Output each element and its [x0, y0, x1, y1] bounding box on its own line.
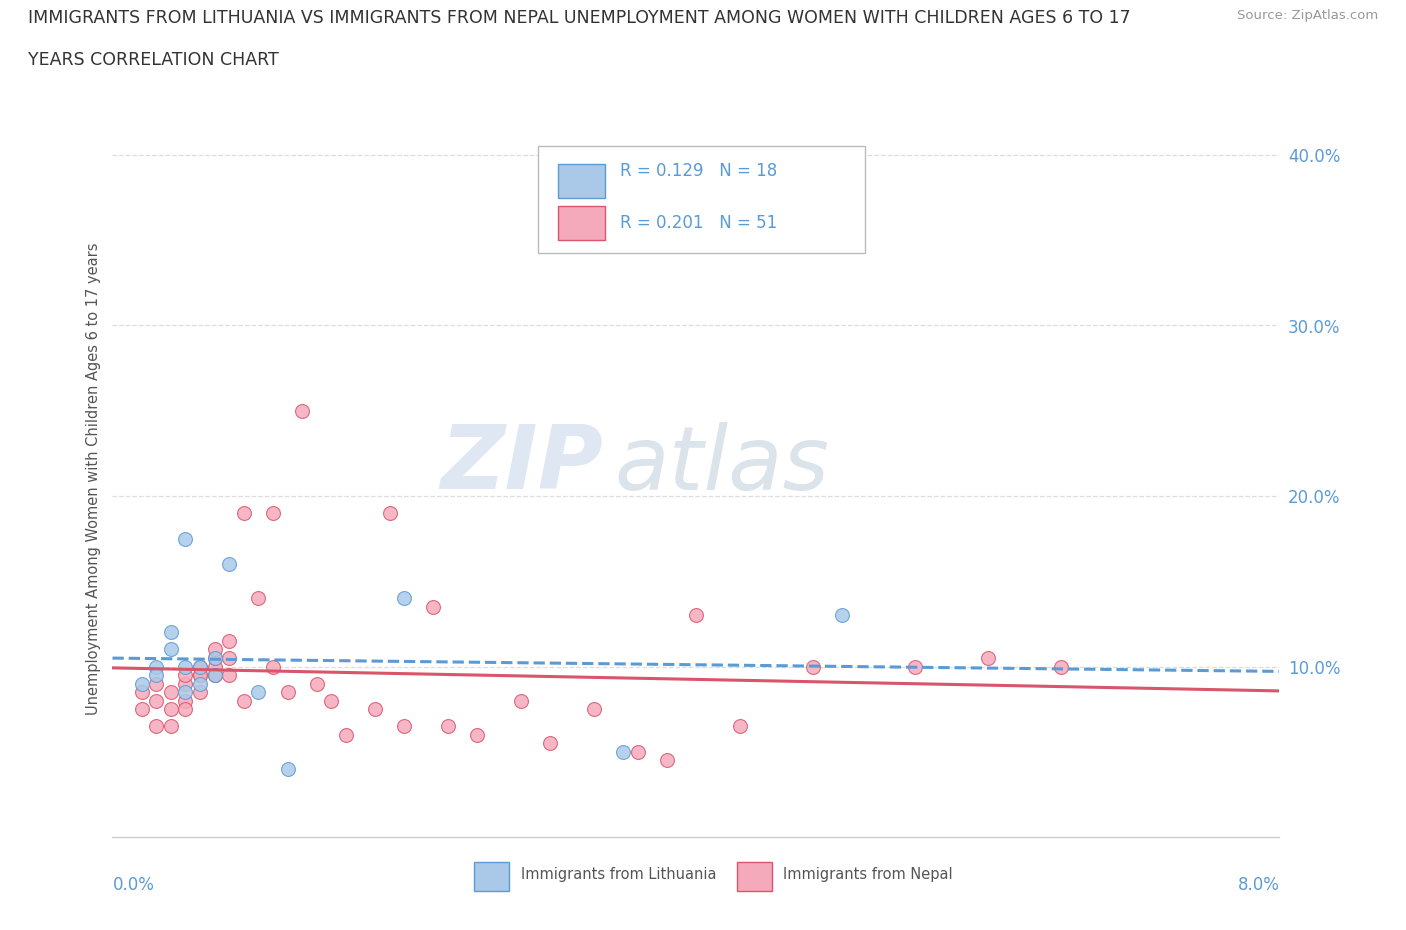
Point: [247, 684, 270, 699]
Text: atlas: atlas: [614, 421, 830, 508]
Text: Source: ZipAtlas.com: Source: ZipAtlas.com: [1237, 9, 1378, 22]
Text: Immigrants from Lithuania: Immigrants from Lithuania: [520, 867, 717, 882]
Point: [204, 642, 226, 657]
Point: [218, 633, 240, 648]
Point: [655, 753, 678, 768]
Point: [276, 684, 298, 699]
Point: [174, 684, 197, 699]
Point: [188, 668, 211, 683]
FancyBboxPatch shape: [538, 146, 865, 253]
Point: [145, 668, 167, 683]
Y-axis label: Unemployment Among Women with Children Ages 6 to 17 years: Unemployment Among Women with Children A…: [86, 243, 101, 715]
FancyBboxPatch shape: [558, 164, 605, 198]
Point: [218, 557, 240, 572]
Point: [188, 668, 211, 683]
Point: [262, 659, 284, 674]
Point: [394, 719, 416, 734]
FancyBboxPatch shape: [474, 862, 509, 891]
Point: [160, 642, 183, 657]
Point: [131, 702, 153, 717]
Text: 0.0%: 0.0%: [112, 876, 155, 895]
Point: [174, 668, 197, 683]
Point: [582, 702, 605, 717]
Point: [437, 719, 460, 734]
Text: ZIP: ZIP: [440, 421, 603, 508]
Point: [465, 727, 488, 742]
Point: [291, 404, 314, 418]
Point: [188, 659, 211, 674]
Point: [188, 659, 211, 674]
Point: [131, 676, 153, 691]
Point: [305, 676, 328, 691]
Point: [204, 651, 226, 666]
Point: [174, 531, 197, 546]
FancyBboxPatch shape: [558, 206, 605, 241]
Point: [509, 693, 531, 708]
Point: [204, 668, 226, 683]
Text: 8.0%: 8.0%: [1237, 876, 1279, 895]
Point: [232, 693, 254, 708]
Point: [538, 736, 561, 751]
Point: [160, 719, 183, 734]
Point: [160, 702, 183, 717]
Point: [145, 693, 167, 708]
Point: [145, 659, 167, 674]
Point: [627, 744, 650, 759]
Point: [145, 719, 167, 734]
Text: YEARS CORRELATION CHART: YEARS CORRELATION CHART: [28, 51, 278, 69]
Text: R = 0.129   N = 18: R = 0.129 N = 18: [620, 162, 778, 180]
Point: [685, 608, 707, 623]
Point: [247, 591, 270, 605]
Point: [160, 684, 183, 699]
Point: [174, 693, 197, 708]
Point: [218, 651, 240, 666]
Point: [728, 719, 751, 734]
Point: [1049, 659, 1071, 674]
Point: [801, 659, 824, 674]
FancyBboxPatch shape: [737, 862, 772, 891]
Point: [131, 684, 153, 699]
Point: [145, 676, 167, 691]
Text: IMMIGRANTS FROM LITHUANIA VS IMMIGRANTS FROM NEPAL UNEMPLOYMENT AMONG WOMEN WITH: IMMIGRANTS FROM LITHUANIA VS IMMIGRANTS …: [28, 9, 1130, 27]
Point: [364, 702, 387, 717]
Point: [188, 676, 211, 691]
Point: [262, 506, 284, 521]
Point: [174, 659, 197, 674]
Point: [204, 668, 226, 683]
Point: [378, 506, 401, 521]
Point: [204, 659, 226, 674]
Point: [174, 676, 197, 691]
Point: [188, 684, 211, 699]
Text: Immigrants from Nepal: Immigrants from Nepal: [783, 867, 953, 882]
Point: [394, 591, 416, 605]
Point: [160, 625, 183, 640]
Point: [612, 744, 634, 759]
Point: [321, 693, 343, 708]
Point: [204, 668, 226, 683]
Point: [335, 727, 357, 742]
Point: [218, 668, 240, 683]
Point: [831, 608, 853, 623]
Text: R = 0.201   N = 51: R = 0.201 N = 51: [620, 214, 778, 232]
Point: [904, 659, 927, 674]
Point: [422, 600, 444, 615]
Point: [276, 762, 298, 777]
Point: [976, 651, 998, 666]
Point: [204, 651, 226, 666]
Point: [232, 506, 254, 521]
Point: [174, 702, 197, 717]
